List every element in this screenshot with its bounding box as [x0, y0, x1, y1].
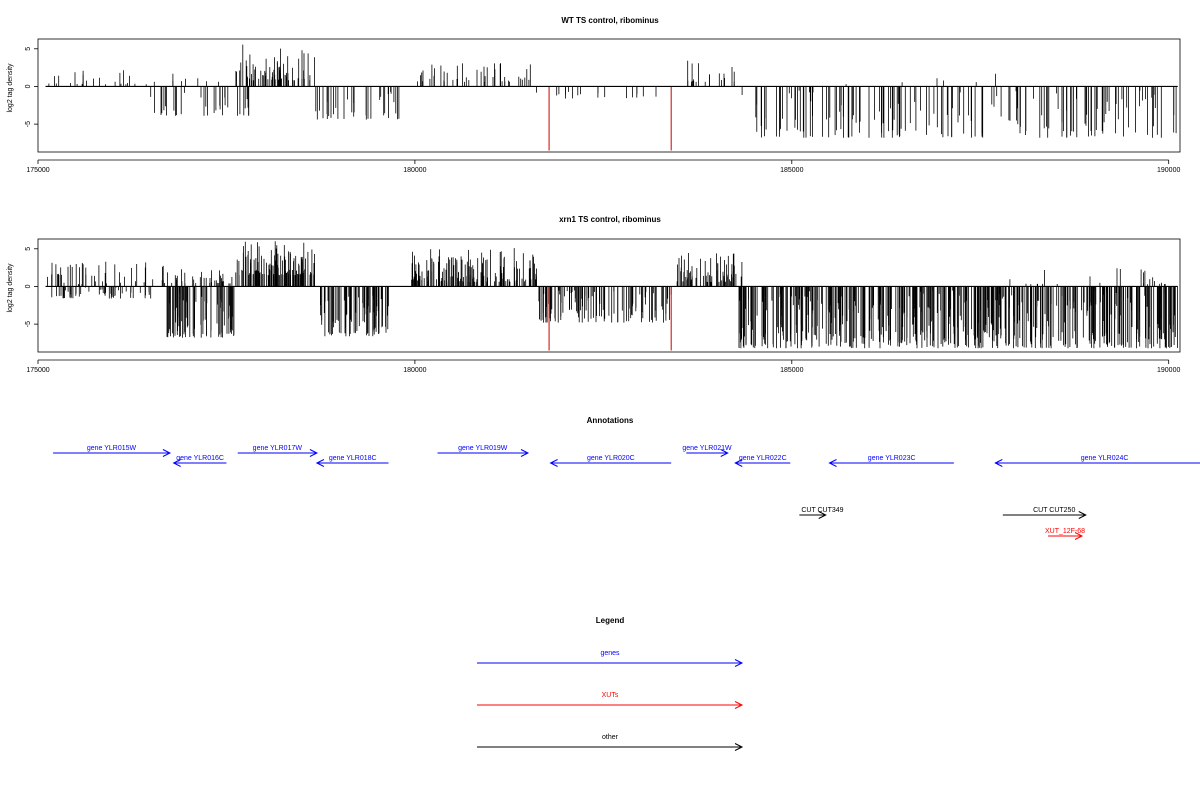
- gene-label: gene YLR021W: [682, 445, 732, 452]
- bars-layer: [45, 44, 1178, 151]
- y-tick-label: 5: [25, 247, 32, 251]
- gene-feature: gene YLR016C: [172, 455, 227, 467]
- y-axis-label: log2 tag density: [7, 63, 14, 113]
- y-tick-label: 5: [25, 47, 32, 51]
- cut-id-label: CUT349: [817, 507, 843, 514]
- panel-xrn1: xrn1 TS control, ribominus log2 tag dens…: [7, 215, 1180, 374]
- gene-label: gene YLR024C: [1081, 455, 1129, 462]
- y-axis-label: log2 tag density: [7, 263, 14, 313]
- gene-arrow-head: [162, 449, 172, 457]
- legend-label: XUTs: [602, 692, 619, 699]
- y-tick-label: -5: [25, 321, 32, 327]
- bars-layer: [45, 241, 1178, 351]
- gene-arrow-head: [734, 459, 743, 467]
- x-tick-label: 190000: [1157, 367, 1180, 374]
- cut-label: CUT: [801, 507, 816, 514]
- x-tick-label: 190000: [1157, 167, 1180, 174]
- gene-label: gene YLR016C: [176, 455, 224, 462]
- gene-arrow-head: [720, 449, 729, 457]
- gene-feature: gene YLR022C: [734, 455, 791, 467]
- legend-item: XUTs: [477, 692, 744, 709]
- xut-arrow-head: [1074, 532, 1084, 540]
- x-tick-label: 185000: [780, 167, 803, 174]
- gene-label: gene YLR017W: [253, 445, 303, 452]
- gene-arrow-head: [172, 459, 181, 467]
- x-tick-label: 175000: [26, 167, 49, 174]
- legend: Legend genes XUTs other: [477, 616, 744, 751]
- gene-arrow-head: [994, 459, 1003, 467]
- panel-wt: WT TS control, ribominus log2 tag densit…: [7, 16, 1180, 174]
- x-tick-label: 175000: [26, 367, 49, 374]
- legend-label: other: [602, 734, 619, 741]
- gene-feature: gene YLR017W: [237, 445, 319, 457]
- axes-layer: 5 0 -5 175000 180000 185000 190000: [25, 247, 1180, 374]
- xut-label: XUT_12F-68: [1045, 528, 1085, 535]
- gene-label: gene YLR023C: [868, 455, 916, 462]
- gene-feature: gene YLR023C: [828, 455, 954, 467]
- legend-label: genes: [600, 650, 620, 657]
- gene-feature: gene YLR020C: [549, 455, 672, 467]
- panel-title: WT TS control, ribominus: [561, 16, 659, 25]
- gene-feature: gene YLR018C: [315, 455, 389, 467]
- legend-arrow-head: [734, 743, 744, 751]
- gene-arrow-head: [309, 449, 319, 457]
- gene-label: gene YLR022C: [739, 455, 787, 462]
- cut-feature: CUT CUT349: [799, 507, 844, 519]
- xut-feature: XUT_12F-68: [1045, 528, 1085, 540]
- x-tick-label: 180000: [403, 167, 426, 174]
- legend-item: other: [477, 734, 744, 751]
- gene-label: gene YLR020C: [587, 455, 635, 462]
- legend-title: Legend: [596, 616, 625, 625]
- panel-title: xrn1 TS control, ribominus: [559, 215, 661, 224]
- cut-feature: CUT CUT250: [1002, 507, 1087, 519]
- legend-item: genes: [477, 650, 744, 667]
- gene-feature: gene YLR021W: [682, 445, 732, 457]
- gene-arrow-head: [549, 459, 558, 467]
- gene-arrow-head: [315, 459, 325, 467]
- legend-arrow-head: [734, 659, 744, 667]
- cut-id-label: CUT250: [1049, 507, 1075, 514]
- plot-frame: [37, 238, 1181, 353]
- x-tick-label: 185000: [780, 367, 803, 374]
- gene-label: gene YLR015W: [87, 445, 137, 452]
- annotations-title: Annotations: [587, 416, 634, 425]
- gene-feature: gene YLR015W: [53, 445, 172, 457]
- y-tick-label: -5: [25, 121, 32, 127]
- x-tick-label: 180000: [403, 367, 426, 374]
- axes-layer: 5 0 -5 175000 180000 185000 190000: [25, 47, 1180, 174]
- cut-label: CUT: [1033, 507, 1048, 514]
- gene-label: gene YLR018C: [329, 455, 377, 462]
- gene-arrow-head: [520, 449, 530, 457]
- y-tick-label: 0: [25, 284, 32, 288]
- y-tick-label: 0: [25, 84, 32, 88]
- gene-arrow-head: [828, 459, 837, 467]
- cut-arrow-head: [818, 511, 827, 519]
- gene-label: gene YLR019W: [458, 445, 508, 452]
- features-layer: gene YLR015W gene YLR016C gene YLR017W gene…: [53, 445, 1200, 540]
- plot-frame: [37, 38, 1181, 153]
- legend-items: genes XUTs other: [477, 650, 744, 751]
- gene-feature: gene YLR019W: [437, 445, 530, 457]
- legend-arrow-head: [734, 701, 744, 709]
- gene-feature: gene YLR024C: [994, 455, 1200, 467]
- cut-arrow-head: [1078, 511, 1087, 519]
